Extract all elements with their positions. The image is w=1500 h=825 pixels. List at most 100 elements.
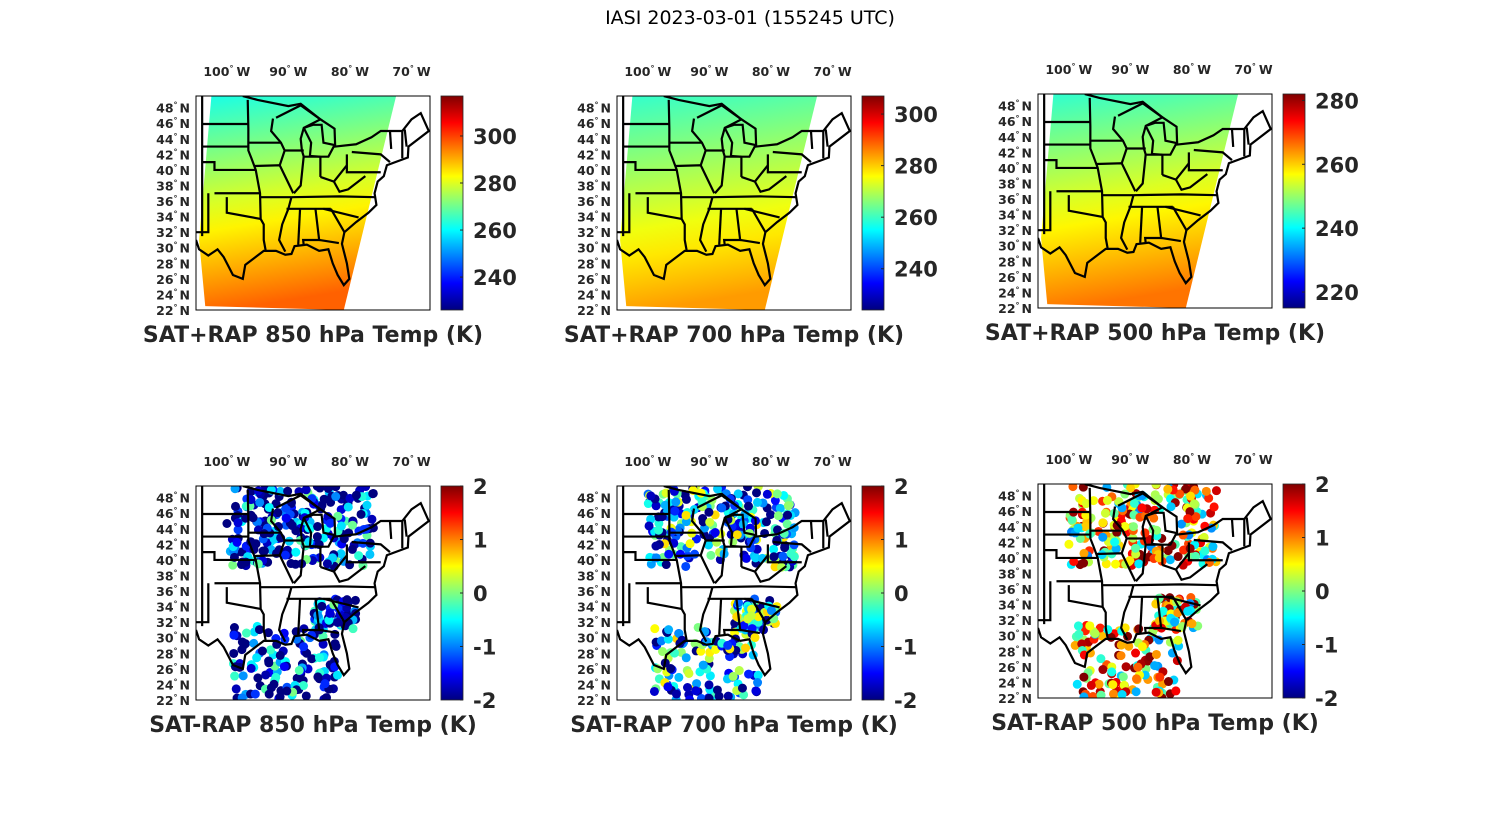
difference-point xyxy=(336,521,346,531)
difference-point xyxy=(356,509,366,519)
difference-point xyxy=(746,543,756,553)
y-tick-label: 46° N xyxy=(156,116,190,131)
state-border xyxy=(1230,518,1235,537)
data-layer xyxy=(617,486,851,700)
difference-point xyxy=(1131,648,1141,658)
difference-point xyxy=(681,510,691,520)
difference-point xyxy=(769,544,779,554)
state-border xyxy=(301,208,321,246)
state-border xyxy=(403,519,408,537)
colorbar-tick-label: 2 xyxy=(894,475,909,499)
state-border xyxy=(1096,162,1137,192)
difference-point xyxy=(331,492,341,502)
state-border xyxy=(696,494,744,548)
difference-point xyxy=(314,653,324,663)
state-border xyxy=(202,161,256,172)
state-border xyxy=(750,208,767,233)
difference-point xyxy=(312,532,322,542)
difference-point xyxy=(273,522,283,532)
state-border xyxy=(1135,543,1147,582)
difference-point xyxy=(1186,491,1196,501)
colorbar xyxy=(1282,93,1306,309)
difference-point xyxy=(229,630,239,640)
state-border xyxy=(1133,583,1218,587)
y-tick-label: 42° N xyxy=(156,537,190,552)
difference-point xyxy=(318,639,328,649)
x-tick-label: 90° W xyxy=(690,64,728,79)
difference-point xyxy=(294,665,304,675)
y-tick-label: 38° N xyxy=(998,176,1032,191)
colorbar-tick-label: 240 xyxy=(1315,217,1359,241)
x-tick-label: 100° W xyxy=(1045,452,1092,467)
colorbar-tick-label: 260 xyxy=(473,219,517,243)
y-tick-label: 48° N xyxy=(156,101,190,116)
difference-point xyxy=(233,525,243,535)
state-border xyxy=(277,196,293,253)
state-border xyxy=(1120,537,1146,554)
panel-sat-rap-850-full: 100° W 90° W 80° W 70° W 22° N24° N26° N28° N30° N32°… xyxy=(143,64,517,348)
y-tick-label: 36° N xyxy=(577,194,611,209)
difference-point xyxy=(739,621,749,631)
difference-point xyxy=(1151,687,1161,697)
colorbar-tick-label: -2 xyxy=(473,689,496,713)
difference-point xyxy=(365,549,375,559)
difference-point xyxy=(671,497,681,507)
state-border xyxy=(254,164,295,194)
state-border xyxy=(1143,206,1163,244)
x-tick-label: 100° W xyxy=(624,64,671,79)
difference-point xyxy=(354,551,364,561)
state-border xyxy=(744,597,780,609)
state-border xyxy=(320,565,367,584)
difference-point xyxy=(336,505,346,515)
difference-point xyxy=(271,672,281,682)
difference-point xyxy=(298,681,308,691)
state-border xyxy=(718,598,723,635)
difference-point xyxy=(751,686,761,696)
difference-point xyxy=(1079,692,1089,698)
state-border xyxy=(824,129,829,147)
difference-point xyxy=(743,486,753,492)
y-tick-label: 34° N xyxy=(998,208,1032,223)
difference-point xyxy=(332,670,342,680)
state-border xyxy=(1187,152,1223,172)
difference-point xyxy=(651,541,661,551)
x-tick-label: 100° W xyxy=(624,454,671,469)
difference-point xyxy=(766,510,776,520)
y-tick-label: 34° N xyxy=(577,600,611,615)
difference-point xyxy=(323,512,333,522)
state-border xyxy=(345,544,381,564)
difference-point xyxy=(782,519,792,529)
difference-point xyxy=(246,663,256,673)
difference-point xyxy=(1189,499,1199,509)
difference-point xyxy=(1187,619,1197,629)
difference-point xyxy=(690,549,700,559)
colorbar xyxy=(1282,483,1306,699)
y-tick-label: 46° N xyxy=(577,116,611,131)
state-border xyxy=(323,207,359,219)
y-tick-label: 40° N xyxy=(998,161,1032,176)
colorbar-tick-label: 1 xyxy=(473,529,488,553)
data-layer xyxy=(196,96,430,310)
y-tick-label: 24° N xyxy=(998,285,1032,300)
difference-point xyxy=(322,559,332,569)
colorbar-tick-label: 240 xyxy=(473,266,517,290)
difference-point xyxy=(698,517,708,527)
state-border xyxy=(1120,147,1146,164)
difference-point xyxy=(1150,661,1160,671)
colorbar-tick-label: -1 xyxy=(1315,634,1338,658)
difference-point xyxy=(712,685,722,695)
state-border xyxy=(1088,97,1109,249)
difference-point xyxy=(229,623,239,633)
difference-point xyxy=(1128,522,1138,532)
y-tick-label: 46° N xyxy=(577,506,611,521)
difference-point xyxy=(1085,621,1095,631)
difference-point xyxy=(261,670,271,680)
state-border xyxy=(623,551,677,562)
difference-point xyxy=(1080,522,1090,532)
state-border xyxy=(1038,581,1052,622)
difference-point xyxy=(1100,508,1110,518)
difference-point xyxy=(710,528,720,538)
difference-point xyxy=(1064,539,1074,549)
state-border xyxy=(646,197,682,221)
y-tick-label: 42° N xyxy=(577,147,611,162)
